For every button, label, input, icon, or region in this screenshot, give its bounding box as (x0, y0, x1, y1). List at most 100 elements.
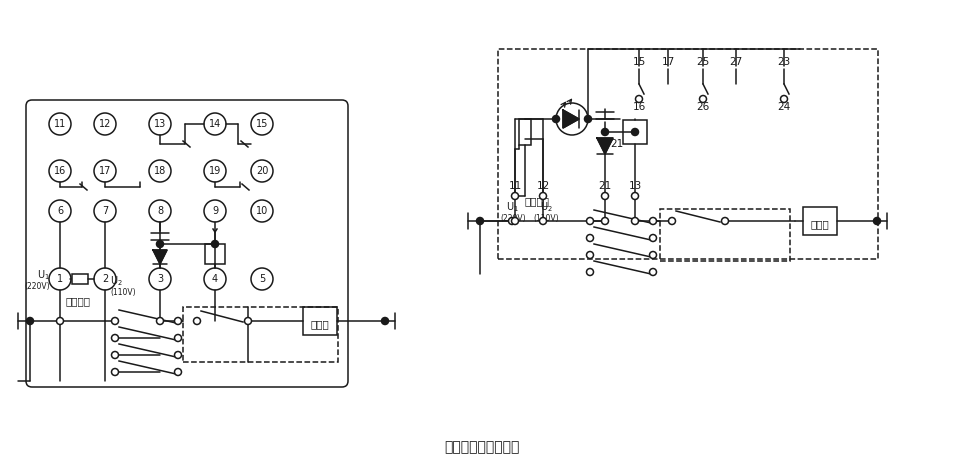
Text: 13: 13 (629, 181, 642, 191)
Text: (220V): (220V) (24, 281, 50, 290)
Text: 断路器: 断路器 (310, 319, 330, 329)
Circle shape (512, 192, 519, 199)
Text: 11: 11 (54, 119, 67, 129)
Bar (303, 307, 337, 335)
Circle shape (631, 218, 638, 225)
Polygon shape (563, 110, 579, 128)
Text: 19: 19 (209, 166, 221, 176)
Text: U$_2$: U$_2$ (110, 274, 122, 288)
Text: 21: 21 (599, 181, 611, 191)
Text: 4: 4 (212, 274, 218, 284)
Circle shape (174, 318, 181, 325)
Circle shape (602, 218, 608, 225)
Text: 1: 1 (57, 274, 63, 284)
Text: 跳闸触点: 跳闸触点 (66, 296, 91, 306)
Text: 26: 26 (696, 102, 710, 112)
Circle shape (586, 218, 594, 225)
Circle shape (540, 192, 547, 199)
Bar (660, 209, 790, 261)
Text: 7: 7 (102, 206, 108, 216)
Circle shape (57, 318, 64, 325)
Text: 2: 2 (102, 274, 108, 284)
Text: 6: 6 (57, 206, 63, 216)
Text: 15: 15 (255, 119, 268, 129)
Text: 16: 16 (54, 166, 67, 176)
Text: 20: 20 (255, 166, 268, 176)
Circle shape (586, 251, 594, 258)
Text: 15: 15 (632, 57, 646, 67)
Text: 18: 18 (154, 166, 166, 176)
Circle shape (382, 318, 388, 325)
Polygon shape (153, 250, 167, 264)
Circle shape (156, 318, 164, 325)
Text: 跳闸回路监视典型图: 跳闸回路监视典型图 (444, 440, 520, 454)
Text: 3: 3 (157, 274, 163, 284)
Circle shape (635, 96, 642, 103)
Text: 12: 12 (99, 119, 111, 129)
Circle shape (721, 218, 729, 225)
Text: U$_1$: U$_1$ (505, 200, 519, 214)
Text: 16: 16 (632, 102, 646, 112)
Bar (623, 120, 647, 144)
Text: 21: 21 (610, 139, 624, 149)
Text: U$_1$: U$_1$ (38, 268, 50, 282)
Circle shape (781, 96, 788, 103)
Text: 12: 12 (536, 181, 549, 191)
Circle shape (112, 334, 119, 341)
Circle shape (700, 96, 707, 103)
Circle shape (174, 351, 181, 358)
Circle shape (112, 351, 119, 358)
Text: 17: 17 (99, 166, 111, 176)
Text: 23: 23 (777, 57, 790, 67)
Bar (205, 244, 225, 264)
Circle shape (26, 318, 34, 325)
Circle shape (668, 218, 676, 225)
Text: 8: 8 (157, 206, 163, 216)
Circle shape (650, 268, 656, 275)
Text: 14: 14 (209, 119, 221, 129)
Text: 9: 9 (212, 206, 218, 216)
Circle shape (650, 218, 656, 225)
Bar (803, 207, 837, 235)
Circle shape (602, 192, 608, 199)
Circle shape (650, 251, 656, 258)
Circle shape (112, 369, 119, 376)
Text: 13: 13 (154, 119, 166, 129)
Circle shape (631, 192, 638, 199)
Text: 27: 27 (730, 57, 742, 67)
Bar (72, 274, 88, 284)
Circle shape (174, 369, 181, 376)
Circle shape (211, 241, 219, 248)
Circle shape (586, 234, 594, 242)
Text: 跳闸触点: 跳闸触点 (524, 196, 549, 206)
Text: 11: 11 (508, 181, 522, 191)
Circle shape (476, 218, 484, 225)
Circle shape (194, 318, 201, 325)
Circle shape (156, 241, 164, 248)
Text: 24: 24 (777, 102, 790, 112)
Circle shape (245, 318, 252, 325)
Text: (110V): (110V) (110, 287, 136, 296)
Circle shape (650, 234, 656, 242)
Circle shape (512, 218, 519, 225)
Text: 5: 5 (259, 274, 265, 284)
Text: (110V): (110V) (533, 213, 559, 222)
Text: 10: 10 (255, 206, 268, 216)
Text: 断路器: 断路器 (811, 219, 829, 229)
Circle shape (584, 115, 592, 122)
Bar (183, 307, 338, 362)
Polygon shape (597, 138, 613, 154)
Circle shape (552, 115, 559, 122)
Circle shape (873, 218, 880, 225)
Circle shape (174, 334, 181, 341)
Circle shape (631, 129, 638, 136)
Circle shape (112, 318, 119, 325)
Text: 17: 17 (661, 57, 675, 67)
Circle shape (508, 218, 516, 225)
Text: U$_2$: U$_2$ (540, 200, 552, 214)
Circle shape (540, 218, 547, 225)
Bar (519, 119, 531, 145)
Text: (220V): (220V) (500, 213, 525, 222)
Text: 25: 25 (696, 57, 710, 67)
Circle shape (602, 129, 608, 136)
